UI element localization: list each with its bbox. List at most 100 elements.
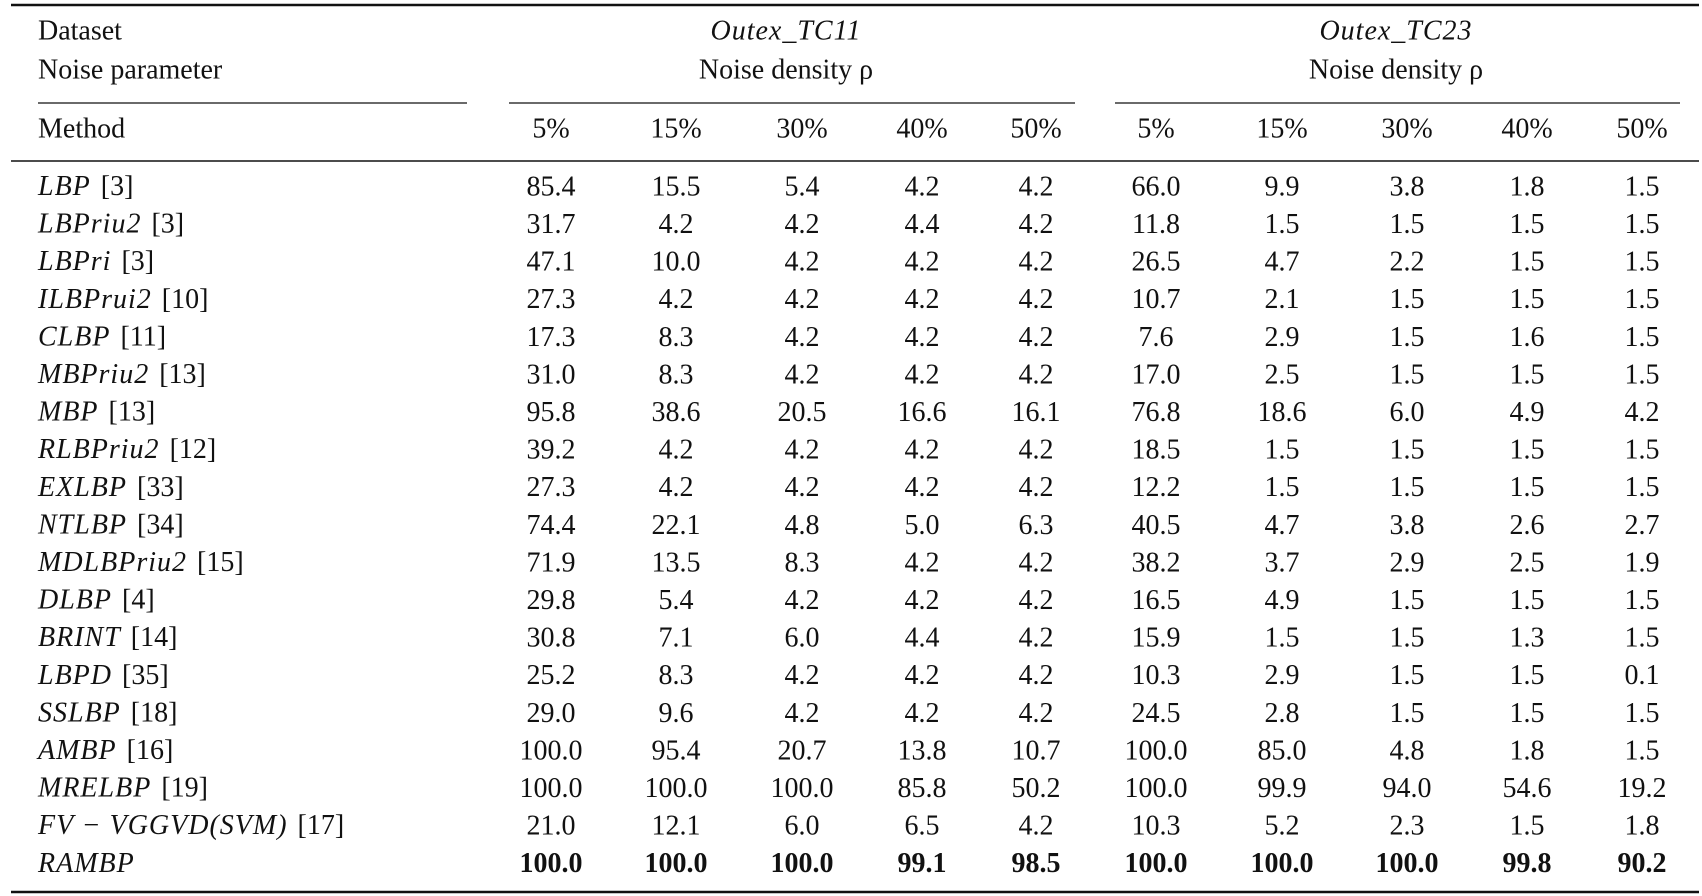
value-cell: 100.0 xyxy=(1251,848,1314,879)
value-cell: 1.9 xyxy=(1625,547,1660,578)
value-cell: 19.2 xyxy=(1618,773,1667,804)
value-cell: 20.7 xyxy=(778,735,827,766)
value-cell: 47.1 xyxy=(527,247,576,278)
value-cell: 16.1 xyxy=(1012,397,1061,428)
value-cell: 4.2 xyxy=(785,284,820,315)
value-cell: 2.9 xyxy=(1265,660,1300,691)
value-cell: 1.5 xyxy=(1625,735,1660,766)
method-ref: [17] xyxy=(298,811,345,842)
value-cell: 99.9 xyxy=(1258,773,1307,804)
value-cell: 6.0 xyxy=(785,811,820,842)
value-cell: 1.3 xyxy=(1510,623,1545,654)
column-header: 15% xyxy=(1256,113,1307,144)
value-cell: 94.0 xyxy=(1383,773,1432,804)
value-cell: 4.2 xyxy=(659,435,694,466)
value-cell: 26.5 xyxy=(1132,247,1181,278)
value-cell: 1.8 xyxy=(1510,171,1545,202)
method-cell: AMBP [16] xyxy=(36,735,173,766)
value-cell: 1.5 xyxy=(1510,284,1545,315)
column-header: 30% xyxy=(1381,113,1432,144)
value-cell: 4.2 xyxy=(1019,811,1054,842)
value-cell: 5.0 xyxy=(905,510,940,541)
value-cell: 4.2 xyxy=(1019,472,1054,503)
value-cell: 30.8 xyxy=(527,623,576,654)
value-cell: 4.2 xyxy=(1625,397,1660,428)
column-header: 50% xyxy=(1010,113,1061,144)
value-cell: 76.8 xyxy=(1132,397,1181,428)
column-header: 5% xyxy=(1137,113,1174,144)
value-cell: 7.6 xyxy=(1139,322,1174,353)
value-cell: 4.2 xyxy=(905,247,940,278)
value-cell: 100.0 xyxy=(645,773,708,804)
method-cell: RAMBP xyxy=(37,848,135,879)
value-cell: 2.5 xyxy=(1265,359,1300,390)
method-cell: SSLBP [18] xyxy=(38,698,177,729)
value-cell: 4.2 xyxy=(905,171,940,202)
value-cell: 100.0 xyxy=(771,773,834,804)
value-cell: 100.0 xyxy=(1125,773,1188,804)
method-name: MBP xyxy=(37,397,99,428)
method-ref: [18] xyxy=(131,698,178,729)
value-cell: 100.0 xyxy=(645,848,708,879)
value-cell: 50.2 xyxy=(1012,773,1061,804)
value-cell: 12.1 xyxy=(652,811,701,842)
group-name: Outex_TC11 xyxy=(710,15,861,46)
value-cell: 31.7 xyxy=(527,209,576,240)
value-cell: 10.7 xyxy=(1132,284,1181,315)
value-cell: 4.2 xyxy=(1019,284,1054,315)
value-cell: 27.3 xyxy=(527,284,576,315)
value-cell: 1.5 xyxy=(1510,209,1545,240)
value-cell: 99.8 xyxy=(1503,848,1552,879)
value-cell: 0.1 xyxy=(1625,660,1660,691)
value-cell: 6.0 xyxy=(1390,397,1425,428)
value-cell: 4.2 xyxy=(1019,209,1054,240)
value-cell: 2.3 xyxy=(1390,811,1425,842)
method-cell: DLBP [4] xyxy=(37,585,155,616)
value-cell: 4.4 xyxy=(905,209,940,240)
method-name: MDLBPriu2 xyxy=(37,547,187,578)
value-cell: 1.5 xyxy=(1390,209,1425,240)
value-cell: 25.2 xyxy=(527,660,576,691)
value-cell: 22.1 xyxy=(652,510,701,541)
value-cell: 1.5 xyxy=(1625,284,1660,315)
value-cell: 1.5 xyxy=(1625,359,1660,390)
value-cell: 5.4 xyxy=(659,585,694,616)
column-header: 40% xyxy=(1501,113,1552,144)
value-cell: 85.0 xyxy=(1258,735,1307,766)
value-cell: 4.2 xyxy=(1019,359,1054,390)
value-cell: 2.1 xyxy=(1265,284,1300,315)
value-cell: 1.5 xyxy=(1625,698,1660,729)
value-cell: 4.2 xyxy=(905,322,940,353)
value-cell: 20.5 xyxy=(778,397,827,428)
value-cell: 1.5 xyxy=(1510,435,1545,466)
value-cell: 5.4 xyxy=(785,171,820,202)
value-cell: 8.3 xyxy=(785,547,820,578)
value-cell: 4.2 xyxy=(905,472,940,503)
value-cell: 15.9 xyxy=(1132,623,1181,654)
value-cell: 1.5 xyxy=(1265,623,1300,654)
value-cell: 4.2 xyxy=(1019,698,1054,729)
value-cell: 5.2 xyxy=(1265,811,1300,842)
value-cell: 11.8 xyxy=(1132,209,1180,240)
dataset-label: Dataset xyxy=(38,15,122,46)
column-header: 30% xyxy=(776,113,827,144)
value-cell: 10.7 xyxy=(1012,735,1061,766)
value-cell: 13.8 xyxy=(898,735,947,766)
method-ref: [34] xyxy=(137,510,184,541)
value-cell: 4.2 xyxy=(905,435,940,466)
method-cell: FV − VGGVD(SVM) [17] xyxy=(37,811,344,842)
value-cell: 29.0 xyxy=(527,698,576,729)
value-cell: 1.5 xyxy=(1390,284,1425,315)
value-cell: 74.4 xyxy=(527,510,576,541)
method-cell: BRINT [14] xyxy=(38,623,177,654)
value-cell: 66.0 xyxy=(1132,171,1181,202)
value-cell: 4.2 xyxy=(905,698,940,729)
value-cell: 1.5 xyxy=(1510,359,1545,390)
value-cell: 100.0 xyxy=(1125,848,1188,879)
value-cell: 1.5 xyxy=(1510,811,1545,842)
value-cell: 4.2 xyxy=(1019,435,1054,466)
column-header: 50% xyxy=(1616,113,1667,144)
value-cell: 6.5 xyxy=(905,811,940,842)
column-header: 5% xyxy=(532,113,569,144)
method-ref: [3] xyxy=(151,209,184,240)
